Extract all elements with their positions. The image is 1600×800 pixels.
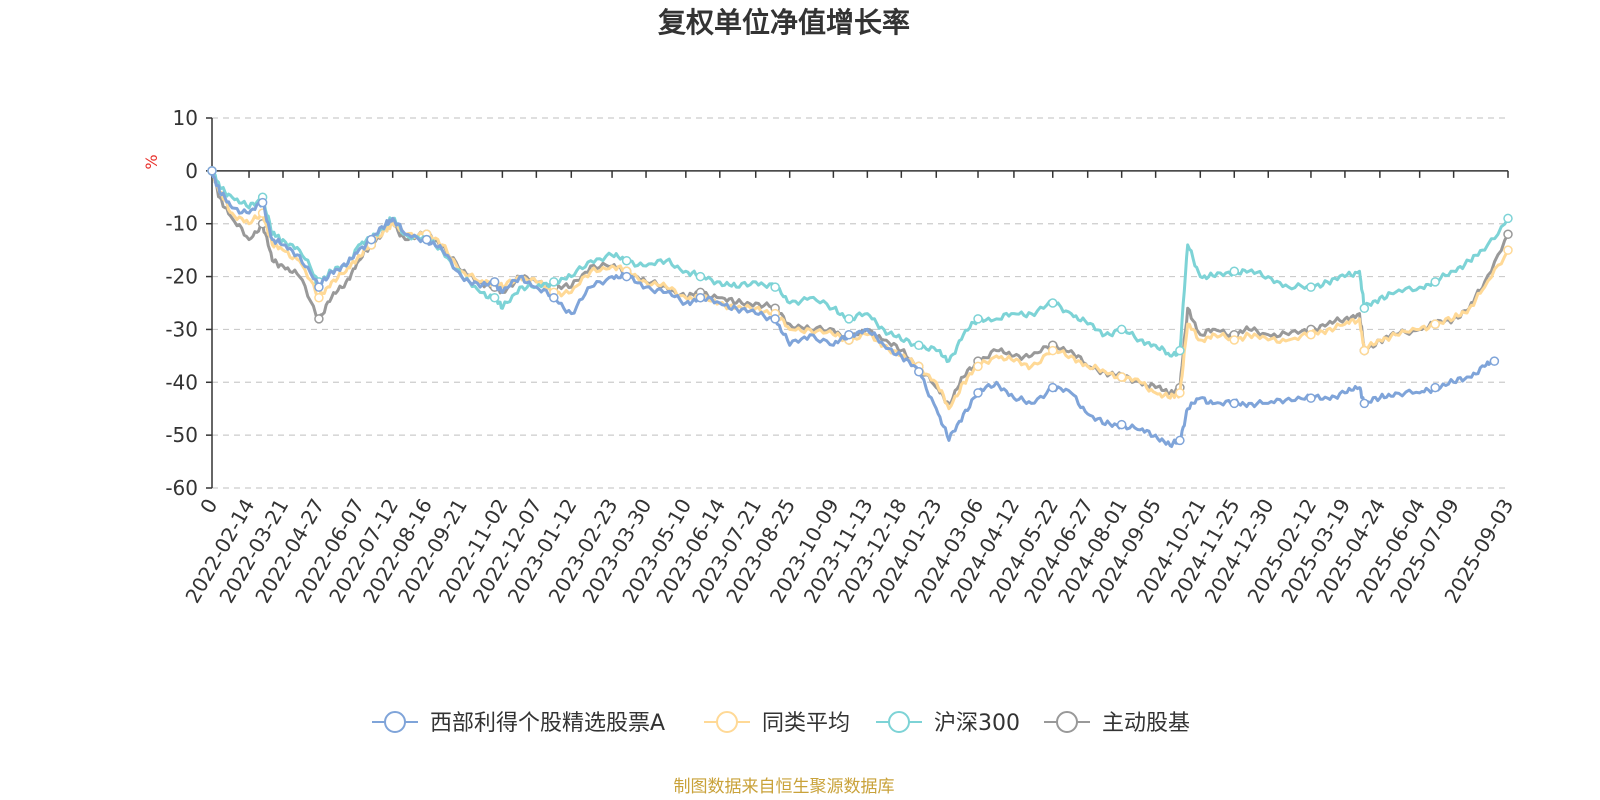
source-note: 制图数据来自恒生聚源数据库	[674, 777, 895, 797]
series-point	[314, 314, 324, 324]
series-point	[1306, 329, 1316, 340]
series-point	[1116, 324, 1127, 335]
legend-item-label: 主动股基	[1102, 711, 1190, 736]
series-point	[1503, 213, 1513, 224]
series-line	[210, 170, 1496, 448]
series-point	[844, 314, 854, 324]
series-point	[1048, 298, 1058, 308]
gridlines	[212, 117, 1508, 489]
series-point	[1359, 345, 1370, 356]
series-point	[489, 292, 500, 303]
series-point	[1306, 393, 1316, 403]
series-point	[1175, 345, 1185, 356]
series-point	[314, 282, 324, 292]
legend: 西部利得个股精选股票A 同类平均 沪深300 主动股基	[372, 711, 1190, 736]
y-axis-ticks: 10 0 -10 -20 -30 -40 -50 -60	[165, 106, 212, 500]
series-point	[914, 366, 924, 377]
series-point	[1430, 382, 1440, 393]
series-point	[421, 234, 432, 245]
axes	[211, 118, 1508, 488]
y-axis-unit-label: %	[142, 154, 161, 169]
series-point	[1430, 319, 1440, 329]
series-point	[1116, 419, 1127, 430]
series-point	[770, 314, 780, 324]
series-point	[1503, 245, 1513, 255]
series-point	[207, 166, 217, 176]
series-point	[1229, 335, 1240, 345]
series-point	[366, 234, 377, 245]
y-tick-label: -20	[165, 265, 198, 289]
y-tick-label: 10	[173, 106, 198, 130]
series-point	[1048, 382, 1058, 393]
series-point	[973, 388, 983, 398]
series-point	[1229, 266, 1240, 277]
series-point	[914, 340, 924, 351]
x-axis-ticks: 02022-02-142022-03-212022-04-272022-06-0…	[180, 170, 1518, 607]
series-point	[621, 271, 632, 282]
y-tick-label: -40	[165, 370, 198, 394]
series-point	[973, 314, 983, 324]
series-point	[1175, 435, 1185, 446]
y-tick-label: -60	[165, 476, 198, 500]
legend-item-label: 西部利得个股精选股票A	[430, 711, 665, 736]
series-point	[489, 277, 500, 287]
series-point	[549, 292, 559, 303]
y-tick-label: 0	[185, 159, 198, 183]
series-point	[1489, 356, 1500, 366]
series-point	[1175, 388, 1185, 398]
y-tick-label: -50	[165, 423, 198, 447]
series-point	[1229, 398, 1240, 409]
series-point	[695, 292, 706, 303]
legend-swatch-marker	[384, 711, 406, 733]
series-point	[621, 255, 632, 266]
series-point	[770, 282, 780, 292]
series-point	[844, 329, 854, 340]
chart-title: 复权单位净值增长率	[658, 6, 910, 39]
series-lines	[207, 166, 1513, 448]
y-tick-label: -10	[165, 212, 198, 236]
series-point	[695, 271, 706, 282]
legend-swatch-marker	[888, 711, 910, 733]
series-point	[973, 361, 983, 372]
series-point	[1359, 303, 1370, 314]
series-point	[1430, 277, 1440, 287]
y-tick-label: -30	[165, 317, 198, 341]
series-point	[1359, 398, 1370, 409]
x-tick-label: 0	[195, 495, 222, 518]
series-point	[257, 197, 268, 208]
series-point	[1048, 345, 1058, 356]
legend-swatch-marker	[716, 711, 738, 733]
legend-item-label: 同类平均	[762, 711, 850, 736]
series-point	[1306, 282, 1316, 292]
legend-swatch-marker	[1056, 711, 1078, 733]
legend-item-label: 沪深300	[934, 711, 1020, 736]
series-point	[1116, 372, 1127, 382]
series-point	[314, 292, 324, 303]
series-point	[1503, 229, 1513, 240]
series-point	[549, 277, 559, 287]
